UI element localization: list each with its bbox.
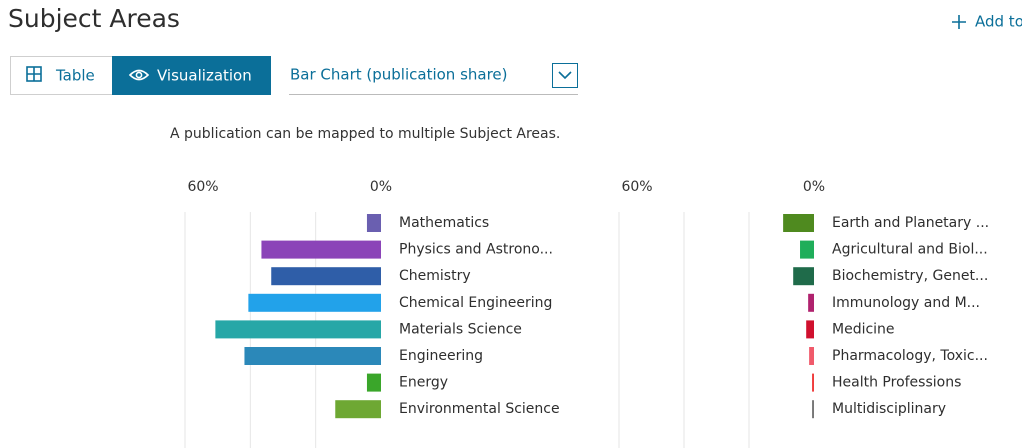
category-label: Pharmacology, Toxic...: [832, 348, 988, 364]
bar: [800, 240, 814, 259]
dropdown-value: Bar Chart (publication share): [290, 66, 508, 84]
visualization-tab[interactable]: Visualization: [112, 56, 271, 95]
x-tick-label: 60%: [621, 179, 652, 195]
add-to-button[interactable]: Add to: [952, 13, 1022, 31]
chart-type-dropdown[interactable]: Bar Chart (publication share): [289, 63, 578, 95]
bar: [248, 293, 381, 312]
table-tab[interactable]: Table: [10, 56, 113, 95]
chevron-icon: [558, 71, 572, 80]
category-label: Agricultural and Biol...: [832, 242, 988, 258]
bar: [366, 373, 381, 392]
table-icon: [26, 66, 42, 82]
eye-icon: [128, 69, 150, 81]
category-label: Mathematics: [399, 215, 489, 231]
category-label: Physics and Astrono...: [399, 242, 553, 258]
bar: [366, 214, 381, 232]
tab-frame: [112, 56, 271, 95]
dropdown-button: [552, 63, 578, 88]
category-label: Medicine: [832, 321, 895, 337]
bar: [812, 400, 814, 419]
bar: [244, 347, 381, 365]
x-tick-label: 0%: [370, 179, 392, 195]
bar: [812, 373, 814, 392]
bar: [271, 267, 381, 286]
category-label: Health Professions: [832, 375, 961, 391]
chart-note: A publication can be mapped to multiple …: [170, 126, 560, 142]
x-tick-label: 60%: [187, 179, 218, 195]
bar: [215, 320, 381, 339]
category-label: Materials Science: [399, 321, 522, 337]
bar: [335, 400, 381, 419]
bar: [809, 347, 814, 365]
category-label: Chemistry: [399, 268, 471, 284]
category-label: Immunology and M...: [832, 295, 980, 311]
bar: [806, 320, 814, 339]
plus-icon: [952, 15, 966, 29]
category-label: Environmental Science: [399, 401, 560, 417]
tab-label: Visualization: [157, 67, 252, 85]
category-label: Biochemistry, Genet...: [832, 268, 988, 284]
category-label: Earth and Planetary ...: [832, 215, 989, 231]
category-label: Chemical Engineering: [399, 295, 552, 311]
x-tick-label: 0%: [803, 179, 825, 195]
bar: [261, 240, 381, 259]
category-label: Engineering: [399, 348, 483, 364]
bar: [783, 214, 814, 232]
category-label: Multidisciplinary: [832, 401, 946, 417]
page-title: Subject Areas: [8, 4, 180, 33]
bar: [808, 293, 814, 312]
bar: [793, 267, 814, 286]
add-to-label: Add to: [975, 13, 1022, 31]
tab-label: Table: [55, 67, 95, 85]
category-label: Energy: [399, 375, 448, 391]
